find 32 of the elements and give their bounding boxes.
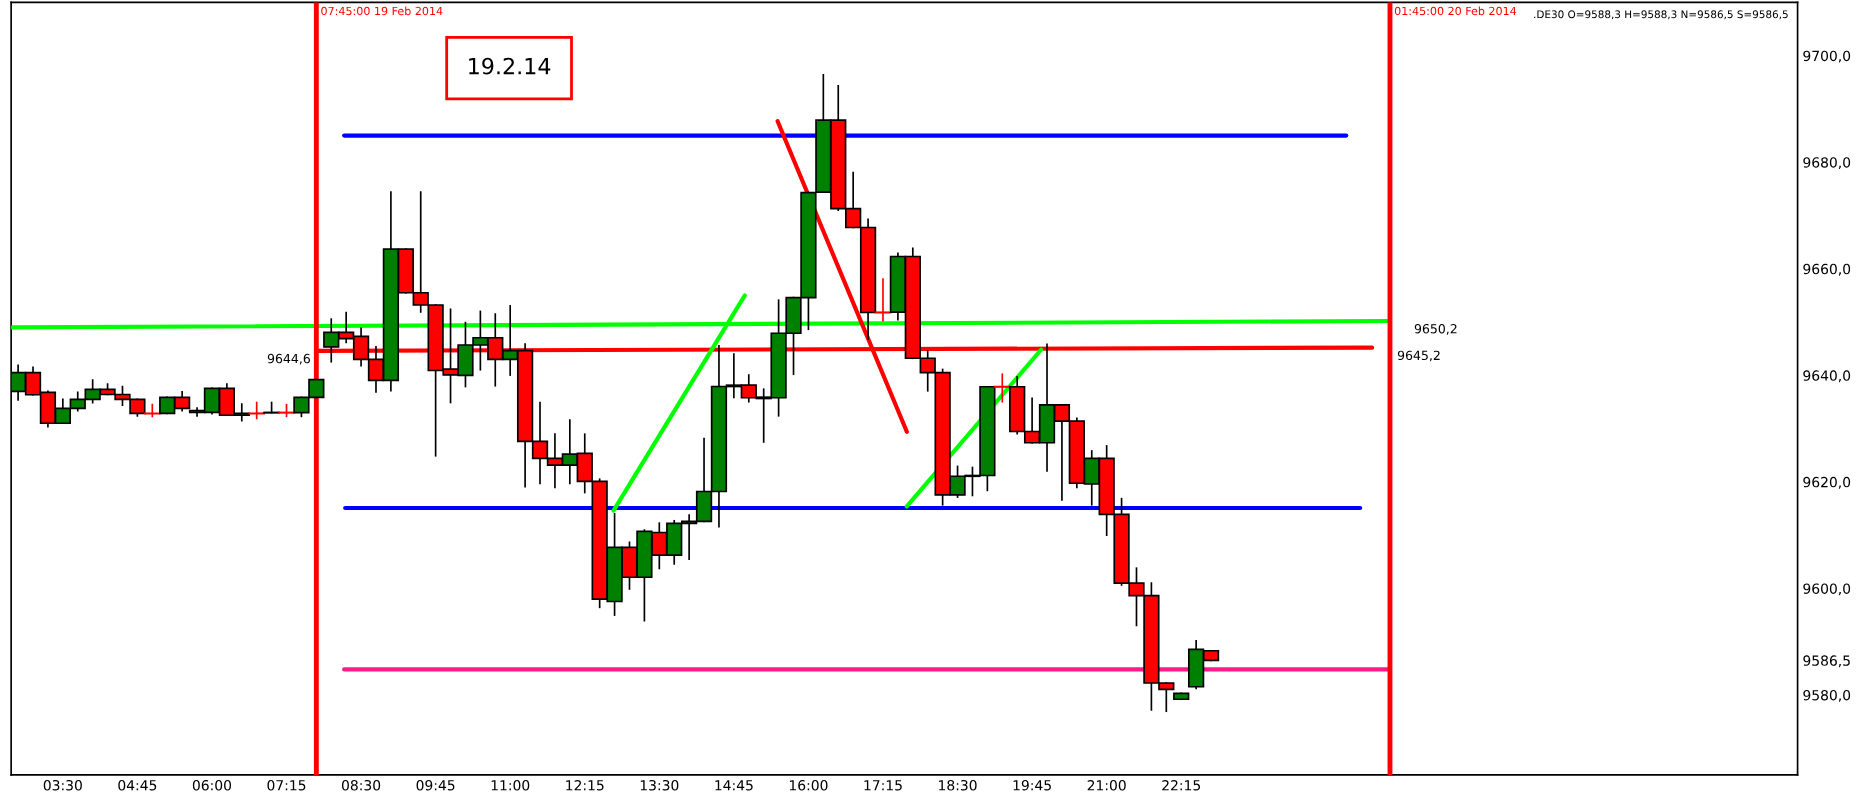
x-tick-label: 07:15 [267, 780, 306, 791]
x-tick-label: 21:00 [1087, 780, 1126, 791]
x-tick-label: 19:45 [1013, 780, 1051, 791]
annotation: 9650,2 [1414, 323, 1457, 335]
y-tick-label: 9600,0 [1803, 583, 1851, 596]
candlestick [248, 401, 266, 420]
annotation: 9645,2 [1397, 350, 1440, 362]
x-tick-label: 17:15 [864, 780, 902, 791]
x-tick-label: 18:30 [939, 780, 977, 791]
x-tick-label: 09:45 [416, 780, 455, 791]
annotation: .DE30 O=9588,3 H=9588,3 N=9586,5 S=9586,5 [1534, 10, 1788, 20]
x-tick-label: 08:30 [341, 780, 381, 791]
y-tick-label: 9580,0 [1803, 689, 1851, 702]
x-tick-label: 16:00 [789, 780, 828, 791]
annotation: 9644,6 [267, 353, 310, 365]
ref-line-label: 07:45:00 19 Feb 2014 [321, 6, 443, 16]
y-tick-label: 9586,5 [1803, 655, 1850, 668]
x-tick-label: 22:15 [1162, 780, 1201, 791]
x-tick-label: 11:00 [491, 780, 530, 791]
y-tick-label: 9680,0 [1803, 157, 1851, 170]
x-tick-label: 03:30 [43, 780, 82, 791]
x-tick-label: 06:00 [192, 780, 232, 791]
x-tick-label: 12:15 [566, 780, 604, 791]
x-tick-label: 13:30 [640, 780, 679, 791]
y-tick-label: 9700,0 [1803, 50, 1851, 63]
ref-line-label: 01:45:00 20 Feb 2014 [1394, 6, 1517, 16]
y-tick-label: 9660,0 [1803, 263, 1851, 276]
y-tick-label: 9640,0 [1803, 370, 1851, 383]
annotation: 19.2.14 [469, 57, 551, 75]
x-tick-label: 14:45 [715, 780, 753, 791]
x-tick-label: 04:45 [118, 780, 157, 791]
y-tick-label: 9620,0 [1803, 476, 1851, 489]
